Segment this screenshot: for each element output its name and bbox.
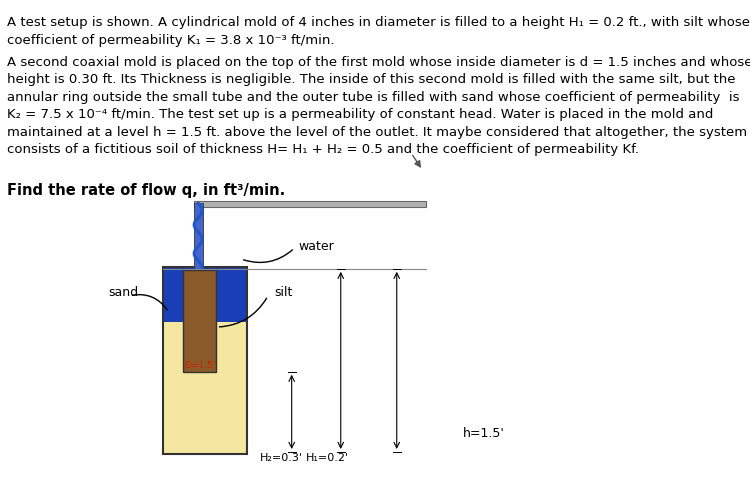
Text: sand: sand [108,286,138,299]
Text: height is 0.30 ft. Its Thickness is negligible. The inside of this second mold i: height is 0.30 ft. Its Thickness is negl… [8,74,736,86]
Text: H₂=0.3': H₂=0.3' [260,453,303,463]
Bar [182,270,215,372]
Text: K₂ = 7.5 x 10⁻⁴ ft/min. The test set up is a permeability of constant head. Wate: K₂ = 7.5 x 10⁻⁴ ft/min. The test set up … [8,108,713,122]
Text: A test setup is shown. A cylindrical mold of 4 inches in diameter is filled to a: A test setup is shown. A cylindrical mol… [8,16,750,30]
Text: D=1.5": D=1.5" [184,361,218,370]
Text: h=1.5': h=1.5' [463,428,505,440]
Text: silt: silt [274,286,292,299]
Text: consists of a fictitious soil of thickness H= H₁ + H₂ = 0.5 and the coefficient : consists of a fictitious soil of thickne… [8,143,639,156]
Bar [163,268,247,454]
Text: A second coaxial mold is placed on the top of the first mold whose inside diamet: A second coaxial mold is placed on the t… [8,56,750,69]
Text: annular ring outside the small tube and the outer tube is filled with sand whose: annular ring outside the small tube and … [8,91,740,104]
Text: Find the rate of flow q, in ft³/min.: Find the rate of flow q, in ft³/min. [8,183,286,198]
Text: H₁=0.2': H₁=0.2' [306,453,350,463]
Text: water: water [298,240,334,252]
Text: coefficient of permeability K₁ = 3.8 x 10⁻³ ft/min.: coefficient of permeability K₁ = 3.8 x 1… [8,34,334,46]
Text: maintained at a level h = 1.5 ft. above the level of the outlet. It maybe consid: maintained at a level h = 1.5 ft. above … [8,126,747,138]
Bar [194,201,425,207]
Bar [194,204,202,269]
Bar [163,268,247,322]
Bar [163,268,247,454]
